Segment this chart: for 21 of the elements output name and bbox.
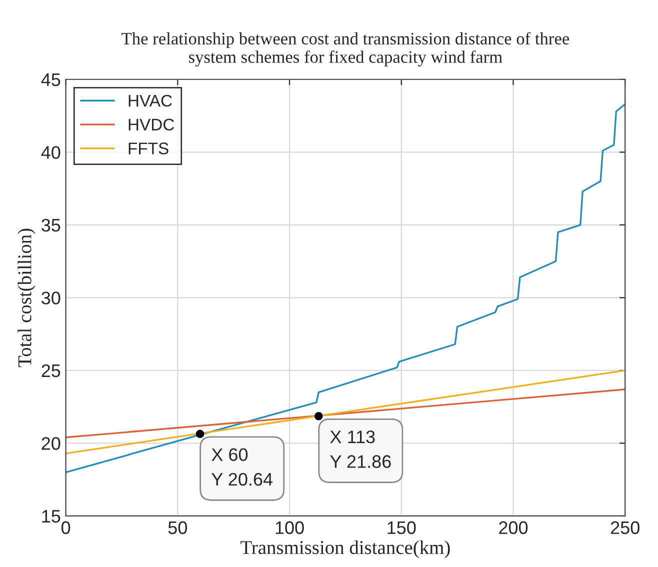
y-tick-label: 45	[41, 74, 60, 86]
y-tick-label: 35	[42, 218, 60, 232]
x-tick-label: 100	[276, 521, 304, 534]
x-tick-label: 0	[61, 521, 70, 534]
annotation: X 60 Y 20.64	[212, 448, 273, 486]
legend-label: FFTS	[128, 142, 168, 154]
chart-title: The relationship between cost and transmission distance of three system schemes for fixed capacity wind farm	[122, 32, 570, 66]
y-tick-label: 15	[42, 510, 60, 523]
x-tick-label: 50	[168, 521, 187, 534]
annotation: X 113 Y 21.86	[330, 430, 391, 468]
legend-label: HVDC	[128, 118, 174, 130]
y-tick-label: 25	[42, 364, 60, 378]
x-tick-label: 250	[610, 521, 640, 534]
x-tick-label: 200	[499, 521, 528, 534]
y-tick-label: 30	[42, 292, 60, 304]
legend-label: HVAC	[128, 94, 172, 107]
y-tick-label: 20	[42, 437, 60, 450]
y-axis-title: Total cost(billion)	[18, 228, 36, 368]
y-tick-label: 40	[41, 146, 60, 159]
x-axis-title: Transmission distance(km)	[240, 540, 450, 558]
x-tick-label: 150	[388, 521, 416, 534]
